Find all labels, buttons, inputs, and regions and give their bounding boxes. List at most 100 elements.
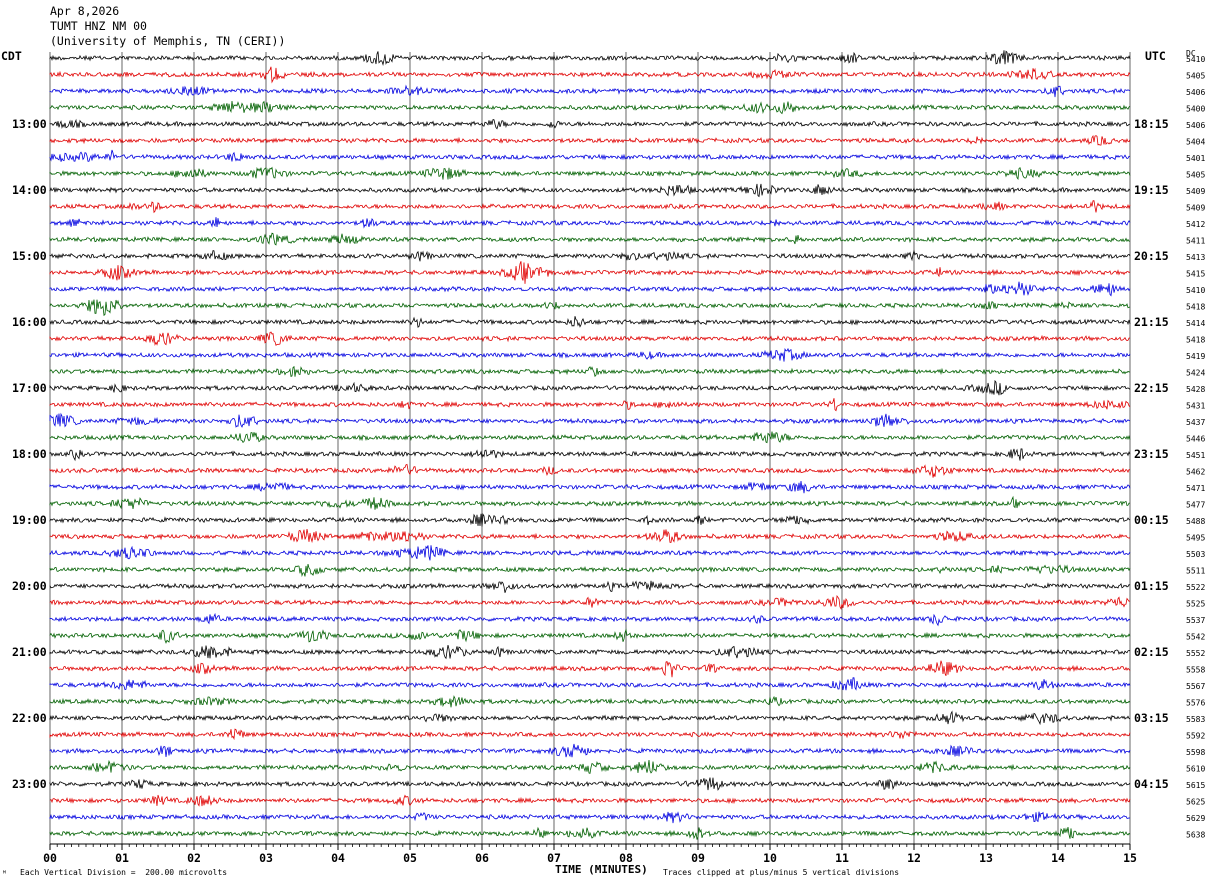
dc-value-label: 5409 bbox=[1186, 187, 1205, 196]
trace-line bbox=[49, 398, 1131, 412]
x-tick-label: 11 bbox=[835, 851, 849, 865]
left-hour-label: 16:00 bbox=[12, 315, 47, 329]
dc-value-label: 5406 bbox=[1186, 88, 1205, 97]
dc-value-label: 5615 bbox=[1186, 781, 1205, 790]
dc-value-label: 5405 bbox=[1186, 72, 1205, 81]
trace-line bbox=[49, 50, 1131, 67]
trace-line bbox=[49, 513, 1131, 527]
x-tick-label: 08 bbox=[619, 851, 633, 865]
trace-line bbox=[49, 448, 1131, 462]
x-tick-label: 13 bbox=[979, 851, 993, 865]
dc-value-label: 5437 bbox=[1186, 418, 1205, 427]
trace-line bbox=[49, 481, 1131, 494]
dc-value-label: 5558 bbox=[1186, 666, 1205, 675]
trace-line bbox=[49, 759, 1131, 774]
x-tick-label: 15 bbox=[1123, 851, 1137, 865]
right-hour-label: 22:15 bbox=[1134, 381, 1169, 395]
dc-value-label: 5542 bbox=[1186, 633, 1205, 642]
station-code: TUMT HNZ NM 00 bbox=[50, 19, 147, 33]
dc-value-label: 5552 bbox=[1186, 649, 1205, 658]
left-hour-label: 22:00 bbox=[12, 711, 47, 725]
dc-value-label: 5411 bbox=[1186, 237, 1205, 246]
x-tick-label: 09 bbox=[691, 851, 705, 865]
trace-line bbox=[49, 135, 1131, 146]
dc-value-label: 5414 bbox=[1186, 319, 1205, 328]
trace-line bbox=[49, 645, 1131, 660]
trace-line bbox=[49, 463, 1131, 478]
dc-value-label: 5413 bbox=[1186, 253, 1205, 262]
trace-line bbox=[49, 677, 1131, 691]
dc-value-label: 5495 bbox=[1186, 534, 1205, 543]
trace-line bbox=[49, 281, 1131, 297]
trace-line bbox=[49, 743, 1131, 758]
dc-value-label: 5471 bbox=[1186, 484, 1205, 493]
dc-value-label: 5446 bbox=[1186, 435, 1205, 444]
left-hour-label: 14:00 bbox=[12, 183, 47, 197]
trace-line bbox=[49, 200, 1131, 214]
trace-line bbox=[49, 261, 1131, 284]
dc-value-label: 5412 bbox=[1186, 220, 1205, 229]
dc-value-label: 5424 bbox=[1186, 369, 1205, 378]
dc-value-label: 5503 bbox=[1186, 550, 1205, 559]
trace-line bbox=[49, 728, 1131, 741]
dc-value-label: 5567 bbox=[1186, 682, 1205, 691]
trace-line bbox=[49, 594, 1131, 610]
dc-value-label: 5488 bbox=[1186, 517, 1205, 526]
dc-value-label: 5419 bbox=[1186, 352, 1205, 361]
scale-note: Each Vertical Division = 200.00 microvol… bbox=[20, 868, 228, 877]
trace-line bbox=[49, 412, 1131, 428]
x-tick-label: 14 bbox=[1051, 851, 1065, 865]
trace-line bbox=[49, 232, 1131, 246]
right-hour-label: 19:15 bbox=[1134, 183, 1169, 197]
dc-value-label: 5477 bbox=[1186, 501, 1205, 510]
x-axis-title: TIME (MINUTES) bbox=[555, 863, 648, 876]
trace-line bbox=[49, 580, 1131, 593]
dc-value-label: 5400 bbox=[1186, 105, 1205, 114]
dc-value-label: 5409 bbox=[1186, 204, 1205, 213]
trace-line bbox=[49, 495, 1130, 510]
dc-value-label: 5415 bbox=[1186, 270, 1205, 279]
right-hour-label: 00:15 bbox=[1134, 513, 1169, 527]
dc-value-label: 5451 bbox=[1186, 451, 1205, 460]
dc-value-label: 5410 bbox=[1186, 286, 1205, 295]
left-hour-label: 23:00 bbox=[12, 777, 47, 791]
trace-line bbox=[49, 299, 1131, 317]
x-tick-label: 07 bbox=[547, 851, 561, 865]
trace-line bbox=[49, 217, 1131, 229]
trace-line bbox=[49, 249, 1131, 262]
right-hour-label: 01:15 bbox=[1134, 579, 1169, 593]
dc-value-label: 5522 bbox=[1186, 583, 1205, 592]
trace-line bbox=[49, 529, 1131, 544]
trace-line bbox=[49, 347, 1131, 362]
dc-value-label: 5525 bbox=[1186, 600, 1205, 609]
x-tick-label: 01 bbox=[115, 851, 129, 865]
clip-note: Traces clipped at plus/minus 5 vertical … bbox=[663, 868, 900, 877]
x-tick-label: 03 bbox=[259, 851, 273, 865]
right-hour-label: 03:15 bbox=[1134, 711, 1169, 725]
left-hour-label: 15:00 bbox=[12, 249, 47, 263]
dc-header-label: DC bbox=[1186, 49, 1196, 58]
x-tick-label: 06 bbox=[475, 851, 489, 865]
trace-line bbox=[49, 777, 1131, 791]
left-timezone-label: CDT bbox=[1, 49, 22, 63]
right-hour-label: 04:15 bbox=[1134, 777, 1169, 791]
dc-value-label: 5625 bbox=[1186, 798, 1205, 807]
right-timezone-label: UTC bbox=[1145, 49, 1166, 63]
right-hour-label: 18:15 bbox=[1134, 117, 1169, 131]
right-hour-label: 20:15 bbox=[1134, 249, 1169, 263]
dc-value-label: 5428 bbox=[1186, 385, 1205, 394]
dc-value-label: 5418 bbox=[1186, 303, 1205, 312]
dc-value-label: 5576 bbox=[1186, 699, 1205, 708]
dc-value-label: 5598 bbox=[1186, 748, 1205, 757]
trace-line bbox=[49, 100, 1131, 115]
left-hour-label: 20:00 bbox=[12, 579, 47, 593]
trace-line bbox=[49, 183, 1131, 198]
left-hour-label: 13:00 bbox=[12, 117, 47, 131]
trace-line bbox=[49, 149, 1131, 162]
dc-value-label: 5410 bbox=[1186, 55, 1205, 64]
dc-value-label: 5401 bbox=[1186, 154, 1205, 163]
plot-date: Apr 8,2026 bbox=[50, 4, 120, 18]
right-hour-label: 02:15 bbox=[1134, 645, 1169, 659]
dc-value-label: 5404 bbox=[1186, 138, 1205, 147]
